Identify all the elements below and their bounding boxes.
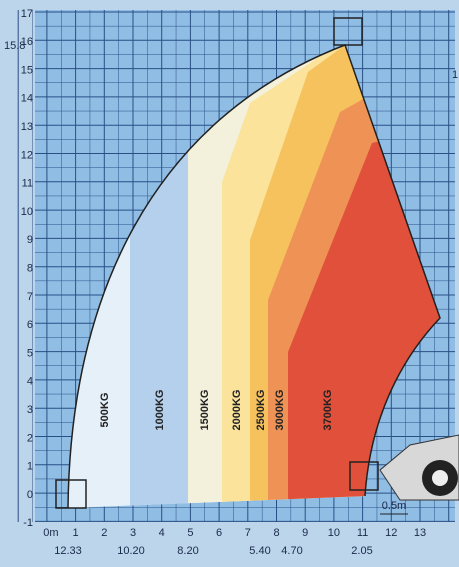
y-tick-label: 1 <box>27 461 33 473</box>
zone-label: 3000KG <box>274 390 286 431</box>
x-tick-label: 5 <box>187 527 193 539</box>
y-tick-label: 6 <box>27 319 33 331</box>
x-tick-label: 8 <box>273 527 279 539</box>
y-tick-label: 5 <box>27 347 33 359</box>
y-tick-label: 3 <box>27 404 33 416</box>
y-tick-label: 11 <box>22 178 33 190</box>
x-distance-label: 2.05 <box>351 545 372 557</box>
zone-label: 500KG <box>99 393 111 428</box>
x-tick-label: 13 <box>414 527 426 539</box>
wheel-hub <box>432 470 448 486</box>
y-tick-label: 14 <box>21 93 33 105</box>
y-tick-label: -1 <box>23 517 33 529</box>
y-tick-label: 17 <box>21 8 33 20</box>
x-tick-label: 3 <box>130 527 136 539</box>
x-distance-label: 12.33 <box>54 545 82 557</box>
y-tick-label: 13 <box>21 121 33 133</box>
y-tick-label: 12 <box>21 149 33 161</box>
y-tick-label: 10 <box>21 206 33 218</box>
x-tick-label: 2 <box>101 527 107 539</box>
zone-label: 2000KG <box>231 390 243 431</box>
y-tick-label: 2 <box>27 432 33 444</box>
y-tick-label: 4 <box>27 376 33 388</box>
x-distance-label: 8.20 <box>177 545 198 557</box>
zone-label: 1000KG <box>154 390 166 431</box>
y-tick-label: 0 <box>27 489 33 501</box>
x-distance-label: 10.20 <box>117 545 145 557</box>
y-tick-label: 8 <box>27 263 33 275</box>
y-tick-label: 7 <box>27 291 33 303</box>
scale-note: 0.5m <box>382 500 406 512</box>
x-tick-label: 11 <box>357 527 368 539</box>
x-distance-label: 4.70 <box>281 545 302 557</box>
x-tick-label: 1 <box>73 527 79 539</box>
x-distance-label: 5.40 <box>249 545 270 557</box>
x-tick-label: 9 <box>302 527 308 539</box>
x-tick-label: 0m <box>43 527 58 539</box>
x-tick-label: 6 <box>216 527 222 539</box>
edge-text: 1 <box>452 69 458 81</box>
load-chart: 17161514131211109876543210-115.813121110… <box>0 0 459 562</box>
x-tick-label: 12 <box>385 527 397 539</box>
zone-label: 2500KG <box>255 390 267 431</box>
x-tick-label: 7 <box>245 527 251 539</box>
x-tick-label: 4 <box>159 527 165 539</box>
y-tick-label: 9 <box>27 234 33 246</box>
x-tick-label: 10 <box>328 527 340 539</box>
y-tick-label: 15 <box>21 64 33 76</box>
y-marker-label: 15.8 <box>4 40 25 52</box>
zone-label: 1500KG <box>199 390 211 431</box>
zone-label: 3700KG <box>322 390 334 431</box>
